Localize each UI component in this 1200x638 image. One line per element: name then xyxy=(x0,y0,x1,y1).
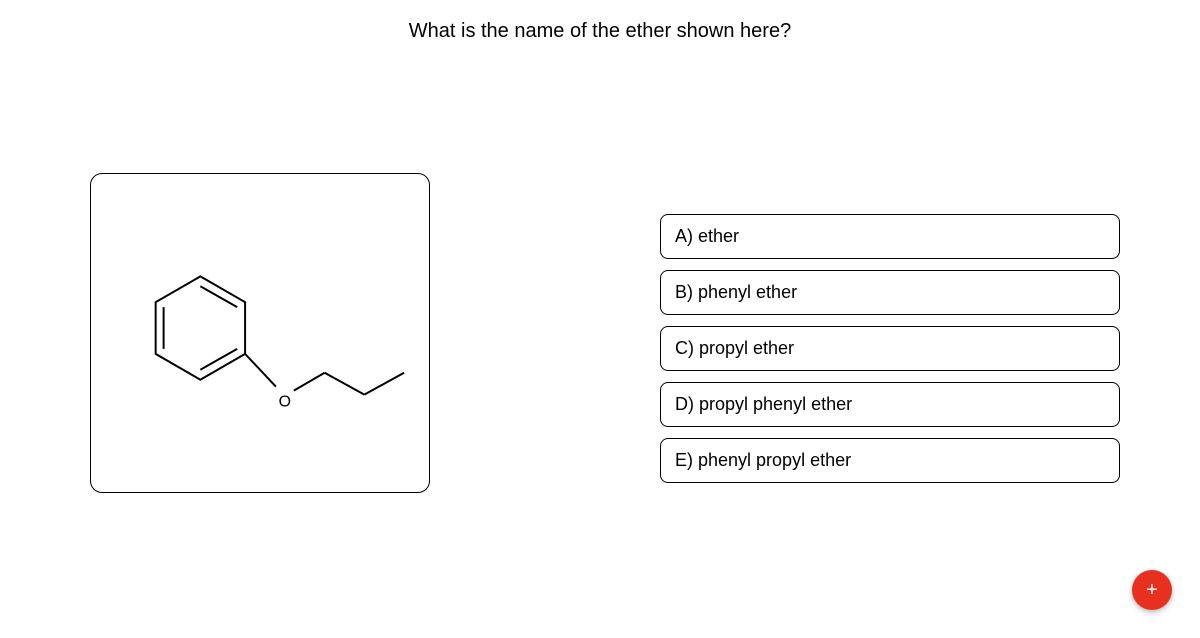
structure-panel: O xyxy=(90,173,430,493)
option-d[interactable]: D) propyl phenyl ether xyxy=(660,382,1120,427)
plus-icon: + xyxy=(1146,579,1158,602)
question-title: What is the name of the ether shown here… xyxy=(0,0,1200,43)
content-area: O A) ether B) phenyl ether C) propyl eth… xyxy=(0,103,1200,493)
option-c[interactable]: C) propyl ether xyxy=(660,326,1120,371)
svg-text:O: O xyxy=(279,394,291,411)
chemical-structure: O xyxy=(91,174,429,492)
option-a[interactable]: A) ether xyxy=(660,214,1120,259)
add-button[interactable]: + xyxy=(1132,570,1172,610)
option-b[interactable]: B) phenyl ether xyxy=(660,270,1120,315)
option-e[interactable]: E) phenyl propyl ether xyxy=(660,438,1120,483)
options-panel: A) ether B) phenyl ether C) propyl ether… xyxy=(660,214,1120,483)
